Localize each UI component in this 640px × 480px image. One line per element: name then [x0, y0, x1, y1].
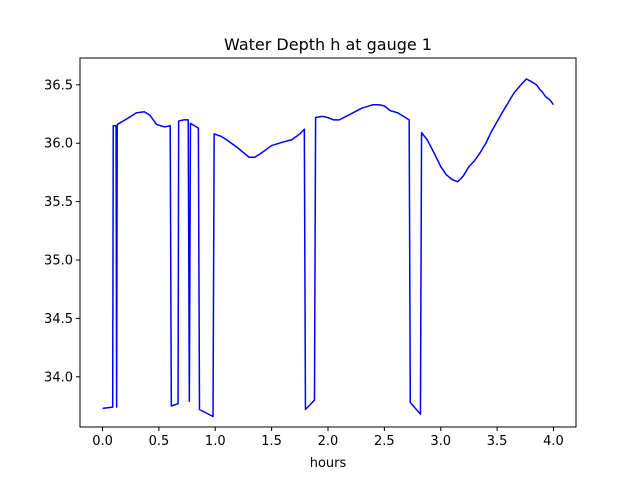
y-tick-label: 34.0 [44, 370, 73, 385]
chart-title: Water Depth h at gauge 1 [224, 35, 432, 54]
x-tick-label: 4.0 [543, 434, 564, 449]
y-axis: 34.0 34.5 35.0 35.5 36.0 36.5 [44, 78, 80, 385]
x-tick-label: 2.0 [318, 434, 339, 449]
x-tick-label: 3.0 [430, 434, 451, 449]
x-tick-label: 3.5 [487, 434, 508, 449]
y-tick-label: 36.5 [44, 78, 73, 93]
x-tick-label: 2.5 [374, 434, 395, 449]
y-tick-label: 35.0 [44, 254, 73, 269]
y-tick-label: 34.5 [44, 312, 73, 327]
y-tick-label: 35.5 [44, 195, 73, 210]
x-tick-label: 1.5 [261, 434, 282, 449]
y-tick-label: 36.0 [44, 137, 73, 152]
axes-frame [79, 57, 577, 428]
series-line-0 [102, 78, 555, 418]
x-tick-label: 1.0 [205, 434, 226, 449]
x-tick-label: 0.5 [149, 434, 170, 449]
x-tick-label: 0.0 [92, 434, 113, 449]
x-axis-label: hours [310, 456, 347, 471]
plot-area [102, 78, 555, 418]
x-axis: 0.0 0.5 1.0 1.5 2.0 2.5 3.0 3.5 4.0 [92, 427, 564, 449]
